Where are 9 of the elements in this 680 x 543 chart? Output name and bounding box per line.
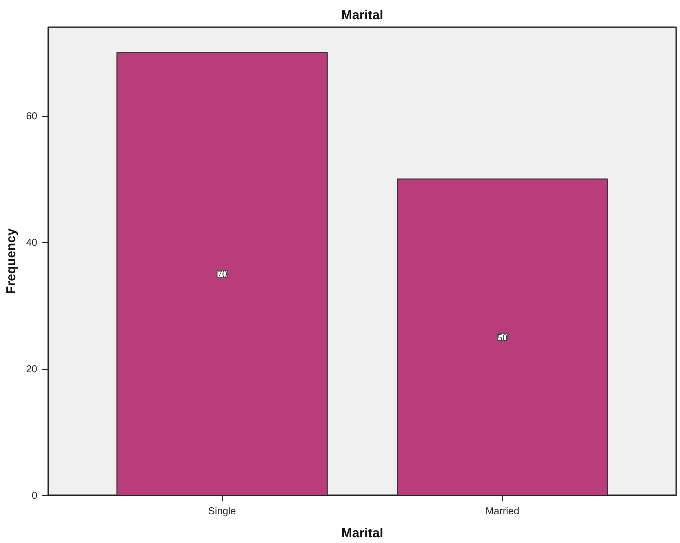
y-tick-label: 60 <box>26 112 38 123</box>
y-axis-title: Frequency <box>3 228 18 294</box>
x-axis-title: Marital <box>342 526 384 540</box>
y-tick-label: 20 <box>26 364 38 376</box>
x-tick-label: Single <box>208 506 237 518</box>
y-tick-label: 40 <box>26 238 38 250</box>
y-tick-label: 0 <box>32 491 38 502</box>
x-tick-label: Married <box>486 506 520 518</box>
chart-title: Marital <box>342 8 384 22</box>
